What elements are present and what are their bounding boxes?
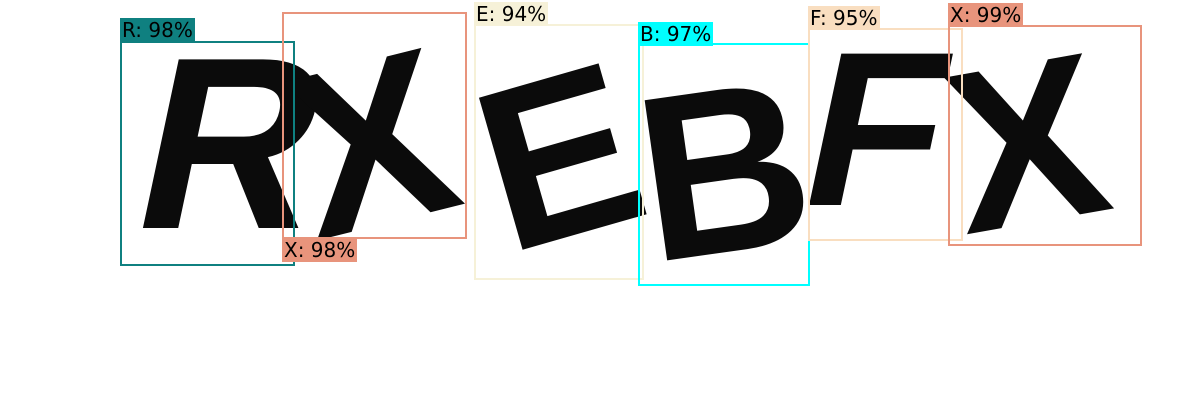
detection-box-b: [638, 43, 810, 286]
detection-label-x-2: X: 99%: [948, 3, 1024, 27]
detection-label-b: B: 97%: [638, 22, 714, 46]
detection-box-x: [282, 12, 467, 239]
detection-label-f: F: 95%: [808, 6, 880, 30]
detection-label-x: X: 98%: [282, 238, 358, 262]
detection-box-f: [808, 28, 963, 241]
detection-box-x-2: [948, 25, 1142, 246]
detection-label-r: R: 98%: [120, 18, 195, 42]
detection-label-e: E: 94%: [474, 2, 549, 26]
detection-box-e: [474, 24, 644, 280]
glyph-b: B: [622, 28, 827, 312]
detection-box-r: [120, 41, 295, 266]
